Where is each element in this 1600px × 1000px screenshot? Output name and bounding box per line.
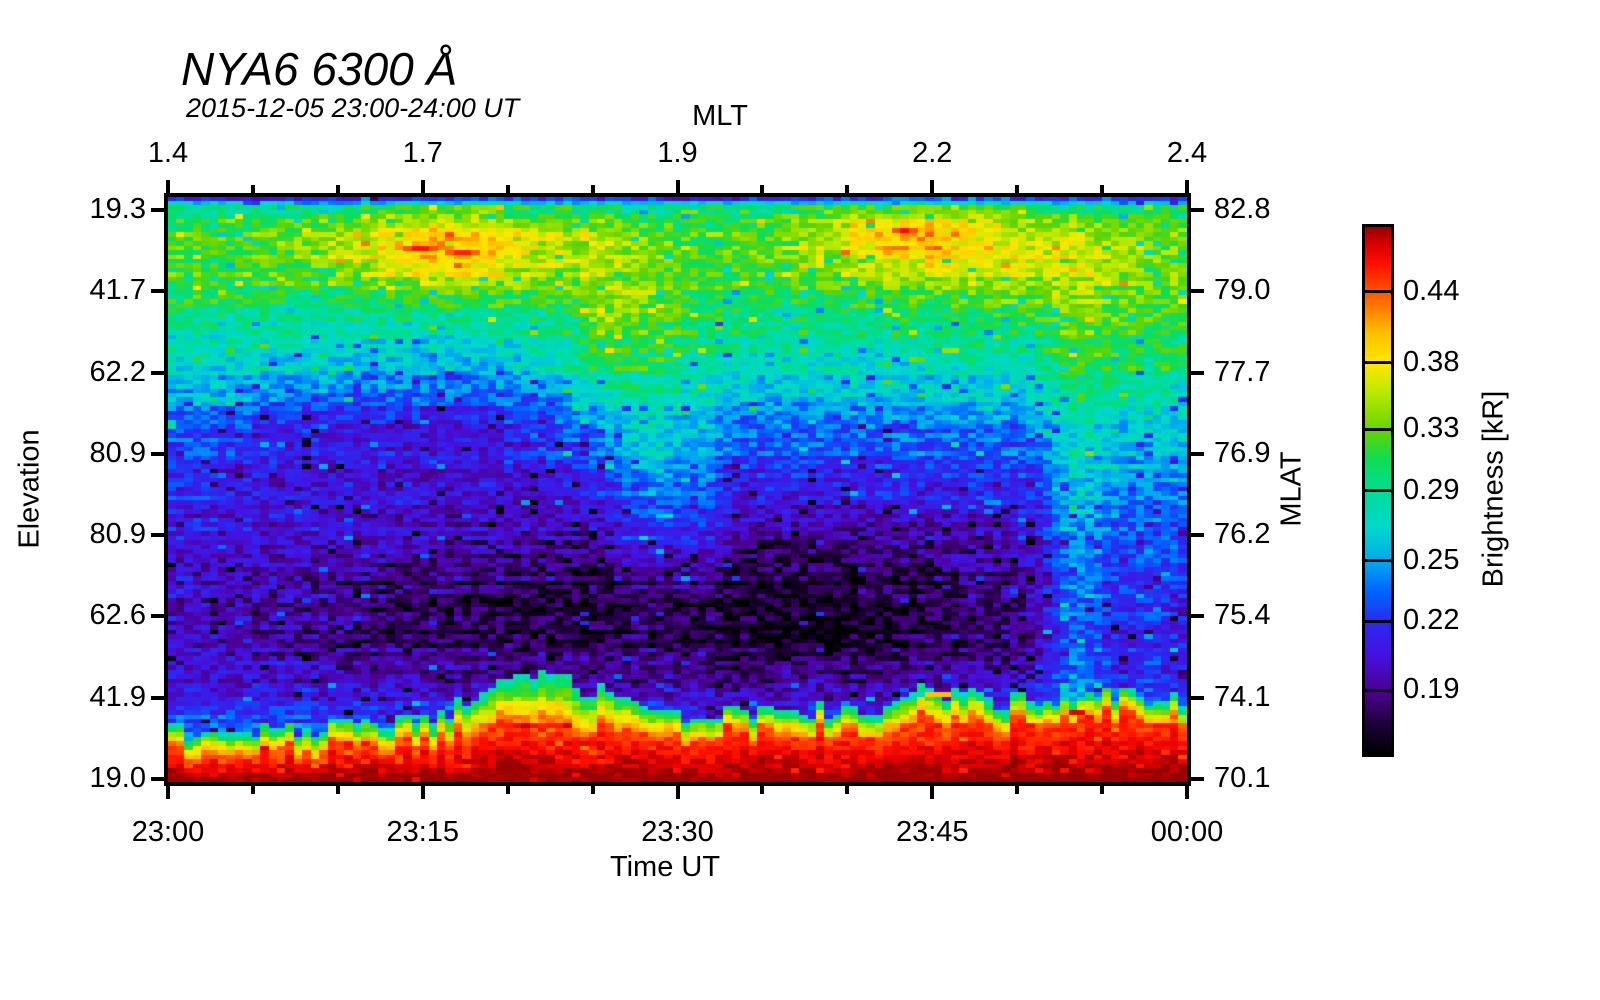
right-axis-tick-label: 77.7 [1214, 355, 1271, 388]
colorbar-divider [1365, 361, 1391, 365]
top-axis-minor-tick [1015, 185, 1020, 193]
bottom-axis-tick-label: 23:00 [131, 816, 205, 848]
bottom-axis-tick-label: 00:00 [1150, 816, 1224, 848]
bottom-axis-minor-tick [590, 786, 595, 794]
top-axis-minor-tick [335, 185, 340, 193]
top-axis-major-tick [930, 180, 935, 193]
top-axis-minor-tick [590, 185, 595, 193]
right-axis-major-tick [1191, 207, 1204, 212]
bottom-axis-minor-tick [760, 786, 765, 794]
colorbar-divider [1365, 619, 1391, 623]
right-axis-major-tick [1191, 533, 1204, 538]
top-axis-title: MLT [692, 100, 748, 132]
top-axis-tick-label: 1.7 [402, 137, 443, 169]
left-axis-major-tick [151, 451, 164, 456]
top-axis-tick-label: 1.9 [657, 137, 698, 169]
colorbar [1362, 224, 1394, 757]
bottom-axis-major-tick [420, 786, 425, 799]
bottom-axis-tick-label: 23:15 [386, 816, 460, 848]
colorbar-tick-label: 0.29 [1403, 473, 1460, 506]
left-axis-tick-label: 62.2 [89, 355, 146, 388]
top-axis-tick-label: 2.2 [912, 137, 953, 169]
bottom-axis-major-tick [675, 786, 680, 799]
top-axis-minor-tick [760, 185, 765, 193]
colorbar-divider [1365, 489, 1391, 492]
plot-subtitle: 2015-12-05 23:00-24:00 UT [186, 93, 520, 123]
plot-frame [164, 193, 1191, 786]
top-axis-minor-tick [250, 185, 255, 193]
left-axis-tick-label: 62.6 [89, 599, 146, 632]
right-axis-tick-label: 75.4 [1214, 599, 1271, 632]
right-axis-major-tick [1191, 289, 1204, 294]
top-axis-major-tick [420, 180, 425, 193]
heatmap-canvas [168, 197, 1187, 782]
colorbar-tick-label: 0.19 [1403, 673, 1460, 706]
colorbar-title: Brightness [kR] [1477, 390, 1510, 588]
bottom-axis-tick-label: 23:30 [641, 816, 714, 848]
left-axis-major-tick [151, 207, 164, 212]
left-axis-major-tick [151, 370, 164, 375]
top-axis-minor-tick [505, 185, 510, 193]
right-axis-major-tick [1191, 451, 1204, 456]
top-axis-major-tick [1185, 180, 1189, 193]
top-axis-minor-tick [845, 185, 850, 193]
left-axis-major-tick [151, 777, 164, 782]
bottom-axis-minor-tick [845, 786, 850, 794]
left-axis-tick-label: 80.9 [89, 436, 146, 469]
right-axis-major-tick [1191, 777, 1204, 782]
left-axis-tick-label: 41.7 [89, 274, 146, 307]
bottom-axis-minor-tick [1100, 786, 1105, 794]
colorbar-divider [1365, 427, 1391, 431]
bottom-axis-major-tick [930, 786, 935, 799]
right-axis-major-tick [1191, 695, 1204, 700]
top-axis-minor-tick [1100, 185, 1105, 193]
right-axis-tick-label: 79.0 [1214, 274, 1271, 307]
left-axis-major-tick [151, 533, 164, 538]
colorbar-tick-label: 0.38 [1403, 345, 1460, 378]
right-axis-tick-label: 76.2 [1214, 517, 1271, 550]
bottom-axis-minor-tick [335, 786, 340, 794]
right-axis-tick-label: 74.1 [1214, 680, 1271, 713]
top-axis-major-tick [675, 180, 680, 193]
left-axis-major-tick [151, 695, 164, 700]
bottom-axis-major-tick [166, 786, 170, 799]
colorbar-tick-label: 0.33 [1403, 412, 1460, 445]
bottom-axis-title: Time UT [609, 851, 721, 883]
top-axis-major-tick [166, 180, 170, 193]
right-axis-tick-label: 82.8 [1214, 192, 1271, 225]
colorbar-divider [1365, 688, 1391, 692]
colorbar-divider [1365, 559, 1391, 563]
left-axis-major-tick [151, 289, 164, 294]
left-axis-tick-label: 41.9 [89, 680, 146, 713]
top-axis-tick-label: 1.4 [147, 137, 189, 169]
bottom-axis-minor-tick [250, 786, 255, 794]
bottom-axis-minor-tick [505, 786, 510, 794]
colorbar-tick-label: 0.22 [1403, 604, 1460, 637]
top-axis-tick-label: 2.4 [1166, 137, 1208, 169]
left-axis-tick-label: 19.0 [89, 761, 146, 794]
colorbar-tick-label: 0.44 [1403, 274, 1460, 307]
right-axis-major-tick [1191, 370, 1204, 375]
bottom-axis-major-tick [1185, 786, 1189, 799]
bottom-axis-tick-label: 23:45 [895, 816, 969, 848]
left-axis-major-tick [151, 614, 164, 619]
right-axis-tick-label: 70.1 [1214, 761, 1271, 794]
colorbar-divider [1365, 290, 1391, 294]
colorbar-tick-label: 0.25 [1403, 543, 1460, 576]
left-axis-tick-label: 80.9 [89, 517, 146, 550]
right-axis-major-tick [1191, 614, 1204, 619]
right-axis-tick-label: 76.9 [1214, 436, 1271, 469]
bottom-axis-minor-tick [1015, 786, 1020, 794]
left-axis-tick-label: 19.3 [89, 192, 146, 225]
plot-title: NYA6 6300 Å [181, 43, 458, 95]
right-axis-title: MLAT [1275, 451, 1308, 527]
